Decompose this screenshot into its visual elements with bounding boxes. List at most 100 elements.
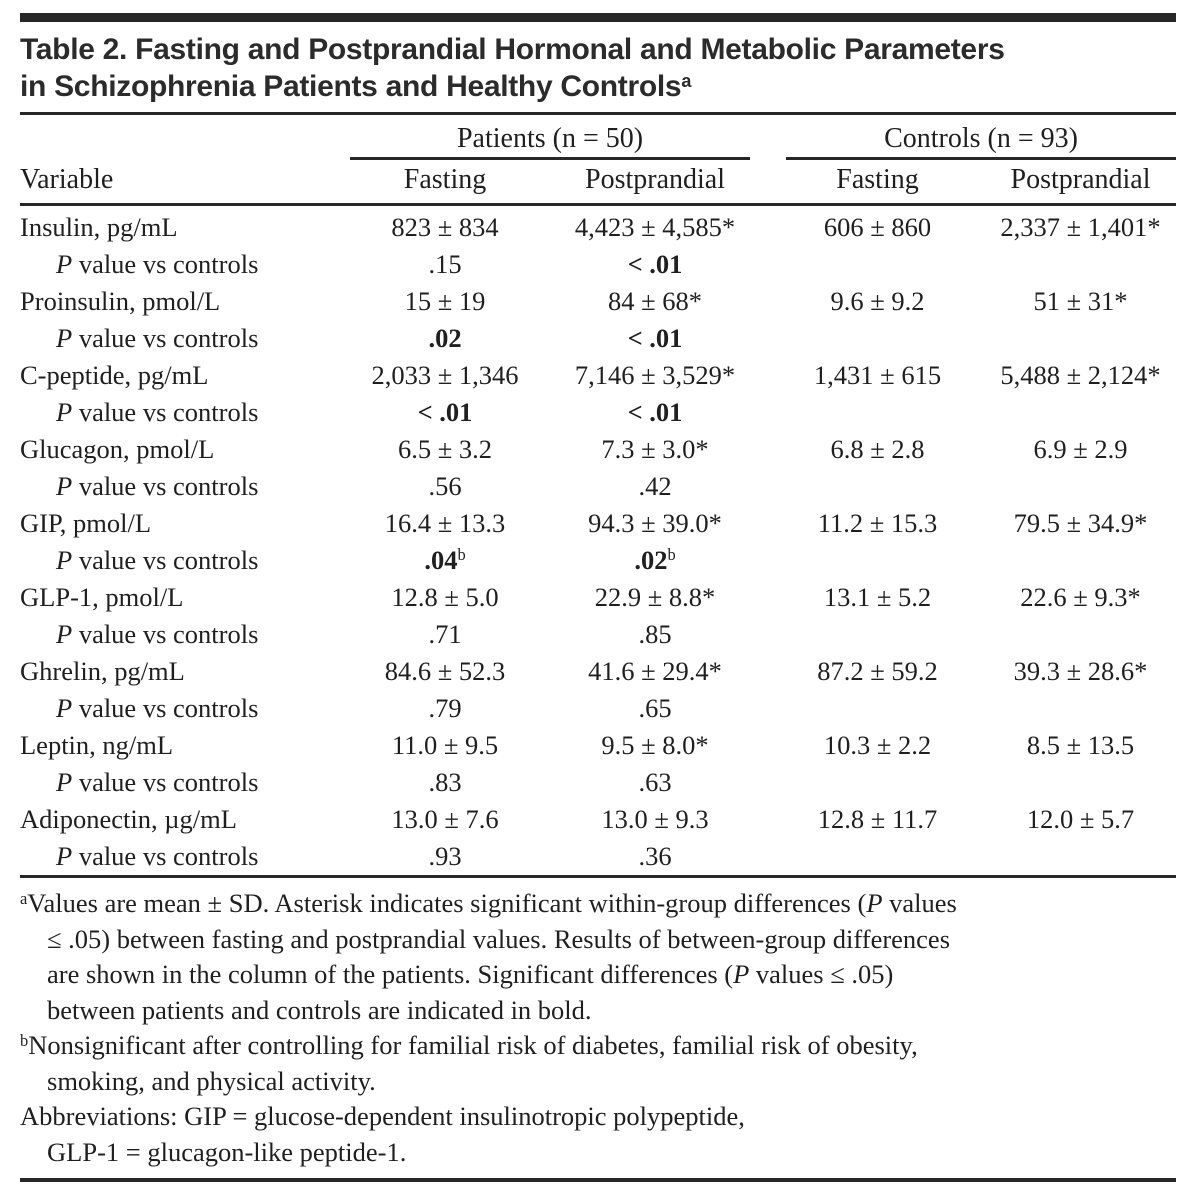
bottom-rule xyxy=(20,1178,1176,1182)
value-cell: 41.6 ± 29.4* xyxy=(588,656,722,686)
row-label: P value vs controls xyxy=(56,841,259,871)
row-label: P value vs controls xyxy=(56,471,259,501)
value-cell: 79.5 ± 34.9* xyxy=(1013,508,1148,538)
value-cell: 84.6 ± 52.3 xyxy=(384,656,506,686)
value-cell: .93 xyxy=(428,841,462,871)
variable-row: GIP, pmol/L 16.4 ± 13.3 94.3 ± 39.0* 11.2 ±… xyxy=(20,505,1176,542)
value-cell: 51 ± 31* xyxy=(1033,286,1128,316)
row-label: Leptin, ng/mL xyxy=(20,730,174,760)
value-cell: 16.4 ± 13.3 xyxy=(384,508,506,538)
table-title-line2: in Schizophrenia Patients and Healthy Co… xyxy=(20,70,682,103)
pvalue-row: P value vs controls .02 < .01 xyxy=(20,320,1176,357)
value-cell: 15 ± 19 xyxy=(404,286,486,316)
pvalue-row: P value vs controls .79 .65 xyxy=(20,690,1176,727)
value-cell: 39.3 ± 28.6* xyxy=(1013,656,1148,686)
value-cell: 606 ± 860 xyxy=(823,212,932,242)
value-cell: 7.3 ± 3.0* xyxy=(601,434,709,464)
value-cell xyxy=(770,616,985,653)
pvalue-row: P value vs controls .93 .36 xyxy=(20,838,1176,877)
footnote-line: GLP-1 = glucagon-like peptide-1. xyxy=(47,1136,407,1167)
row-label: Proinsulin, pmol/L xyxy=(20,286,221,316)
footnote-line: ≤ .05) between fasting and postprandial … xyxy=(47,923,951,954)
value-cell: .02b xyxy=(634,545,676,575)
controls-group-header: Controls (n = 93) xyxy=(770,115,1177,160)
value-cell: 2,033 ± 1,346 xyxy=(371,360,519,390)
table-body: Insulin, pg/mL 823 ± 834 4,423 ± 4,585* 606… xyxy=(20,205,1176,877)
value-cell: .36 xyxy=(638,841,672,871)
pvalue-row: P value vs controls < .01 < .01 xyxy=(20,394,1176,431)
value-cell: 11.0 ± 9.5 xyxy=(391,730,499,760)
value-cell xyxy=(770,764,985,801)
row-label: Insulin, pg/mL xyxy=(20,212,178,242)
table-title: Table 2. Fasting and Postprandial Hormon… xyxy=(20,31,1176,105)
footnote-marker: b xyxy=(457,545,466,564)
value-cell: .85 xyxy=(638,619,672,649)
footnote-line: smoking, and physical activity. xyxy=(47,1065,376,1096)
column-header-row: Variable Fasting Postprandial Fasting Po… xyxy=(20,160,1177,206)
controls-group-label: Controls (n = 93) xyxy=(884,123,1078,154)
row-label: P value vs controls xyxy=(56,323,259,353)
value-cell: < .01 xyxy=(627,397,683,427)
value-cell xyxy=(985,320,1176,357)
value-cell: .02 xyxy=(428,323,462,353)
pvalue-row: P value vs controls .56 .42 xyxy=(20,468,1176,505)
pvalue-row: P value vs controls .15 < .01 xyxy=(20,246,1176,283)
row-label: GIP, pmol/L xyxy=(20,508,152,538)
value-cell xyxy=(770,690,985,727)
value-cell xyxy=(770,468,985,505)
value-cell: 6.8 ± 2.8 xyxy=(830,434,925,464)
data-table: Patients (n = 50) Controls (n = 93) Vari… xyxy=(20,115,1177,878)
title-rule xyxy=(20,112,1176,115)
column-header-patients-fasting: Fasting xyxy=(350,160,540,206)
group-header-spacer xyxy=(20,115,350,160)
value-cell: 13.0 ± 9.3 xyxy=(601,804,709,834)
value-cell: .71 xyxy=(428,619,462,649)
variable-row: Ghrelin, pg/mL 84.6 ± 52.3 41.6 ± 29.4* 87.… xyxy=(20,653,1176,690)
value-cell: .63 xyxy=(638,767,672,797)
value-cell: 84 ± 68* xyxy=(607,286,703,316)
value-cell xyxy=(985,542,1176,579)
value-cell: 22.6 ± 9.3* xyxy=(1020,582,1141,612)
value-cell xyxy=(770,320,985,357)
value-cell: .83 xyxy=(428,767,462,797)
value-cell: 12.0 ± 5.7 xyxy=(1026,804,1135,834)
group-header-row: Patients (n = 50) Controls (n = 93) xyxy=(20,115,1177,160)
value-cell xyxy=(985,616,1176,653)
variable-row: Insulin, pg/mL 823 ± 834 4,423 ± 4,585* 606… xyxy=(20,205,1176,247)
row-label: P value vs controls xyxy=(56,767,259,797)
value-cell: < .01 xyxy=(417,397,473,427)
variable-row: Leptin, ng/mL 11.0 ± 9.5 9.5 ± 8.0* 10.3 ± … xyxy=(20,727,1176,764)
value-cell: < .01 xyxy=(627,323,683,353)
row-label: P value vs controls xyxy=(56,545,259,575)
value-cell: 6.9 ± 2.9 xyxy=(1033,434,1128,464)
value-cell: 2,337 ± 1,401* xyxy=(1000,212,1161,242)
value-cell: 87.2 ± 59.2 xyxy=(817,656,938,686)
top-rule xyxy=(20,13,1176,22)
value-cell xyxy=(985,690,1176,727)
value-cell xyxy=(770,838,985,877)
value-cell: < .01 xyxy=(627,249,683,279)
footnote-line: aValues are mean ± SD. Asterisk indicate… xyxy=(20,888,957,918)
footnote-marker: b xyxy=(667,545,676,564)
value-cell: 9.6 ± 9.2 xyxy=(830,286,925,316)
row-label: C-peptide, pg/mL xyxy=(20,360,209,390)
footnote-line: between patients and controls are indica… xyxy=(47,994,592,1025)
table-title-line1: Table 2. Fasting and Postprandial Hormon… xyxy=(20,33,1005,66)
patients-group-header: Patients (n = 50) xyxy=(350,115,770,160)
pvalue-row: P value vs controls .71 .85 xyxy=(20,616,1176,653)
value-cell xyxy=(985,468,1176,505)
row-label: GLP-1, pmol/L xyxy=(20,582,184,612)
value-cell xyxy=(770,246,985,283)
row-label: Ghrelin, pg/mL xyxy=(20,656,185,686)
value-cell xyxy=(770,542,985,579)
value-cell: .42 xyxy=(638,471,672,501)
value-cell: 4,423 ± 4,585* xyxy=(574,212,736,242)
value-cell: 9.5 ± 8.0* xyxy=(601,730,709,760)
variable-row: GLP-1, pmol/L 12.8 ± 5.0 22.9 ± 8.8* 13.1 ±… xyxy=(20,579,1176,616)
footnote-line: are shown in the column of the patients.… xyxy=(47,959,894,989)
footnote-marker: a xyxy=(20,889,28,908)
value-cell: .65 xyxy=(638,693,672,723)
column-header-controls-fasting: Fasting xyxy=(770,160,986,206)
patients-group-label: Patients (n = 50) xyxy=(456,123,644,154)
row-label: P value vs controls xyxy=(56,397,259,427)
